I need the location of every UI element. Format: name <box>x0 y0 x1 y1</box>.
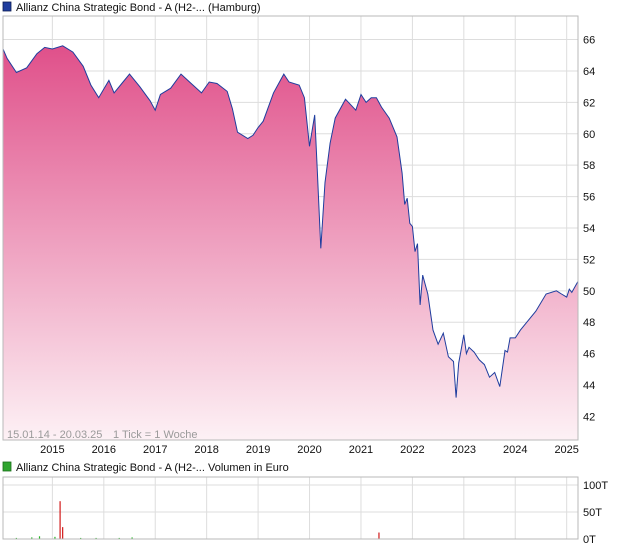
volume-y-tick: 50T <box>583 507 602 519</box>
price-x-tick: 2021 <box>349 444 373 456</box>
price-y-tick: 52 <box>583 254 595 266</box>
legend-swatch-volume <box>2 461 12 472</box>
legend-swatch-price <box>2 1 12 12</box>
volume-bar <box>118 537 120 539</box>
volume-bar <box>95 537 97 539</box>
footer-range: 15.01.14 - 20.03.25 <box>7 429 102 441</box>
price-x-tick: 2016 <box>92 444 116 456</box>
footer-tick: 1 Tick = 1 Woche <box>113 429 197 441</box>
price-y-tick: 58 <box>583 160 595 172</box>
volume-y-ticks: 100T 50T 0T <box>583 480 608 546</box>
price-y-tick: 44 <box>583 380 595 392</box>
legend-volume: Allianz China Strategic Bond - A (H2-...… <box>16 462 289 474</box>
price-y-tick: 56 <box>583 192 595 204</box>
volume-bar <box>54 536 56 539</box>
volume-bar <box>31 537 33 539</box>
price-y-tick: 64 <box>583 66 595 78</box>
legend-price: Allianz China Strategic Bond - A (H2-...… <box>16 2 261 14</box>
price-y-tick: 62 <box>583 97 595 109</box>
volume-bar <box>80 537 82 539</box>
volume-bar <box>131 537 133 539</box>
volume-bar <box>38 536 41 539</box>
price-y-tick: 66 <box>583 35 595 47</box>
price-x-tick: 2020 <box>297 444 321 456</box>
volume-bar <box>15 537 17 539</box>
price-area <box>3 45 578 441</box>
volume-grid <box>3 477 578 540</box>
price-x-tick: 2023 <box>452 444 476 456</box>
price-x-tick: 2018 <box>194 444 218 456</box>
volume-y-tick: 0T <box>583 534 596 546</box>
volume-bar <box>378 532 380 539</box>
volume-plot-frame <box>2 476 579 540</box>
price-panel: Allianz China Strategic Bond - A (H2-...… <box>2 1 595 456</box>
volume-panel: Allianz China Strategic Bond - A (H2-...… <box>2 461 608 546</box>
price-x-ticks: 2015 2016 2017 2018 2019 2020 2021 2022 2023 2024… <box>40 444 579 456</box>
volume-bar <box>62 527 64 539</box>
price-plot-frame <box>2 15 579 441</box>
price-y-tick: 46 <box>583 349 595 361</box>
price-x-tick: 2017 <box>143 444 167 456</box>
price-x-tick: 2025 <box>554 444 578 456</box>
price-y-tick: 50 <box>583 286 595 298</box>
price-y-tick: 48 <box>583 317 595 329</box>
price-x-tick: 2015 <box>40 444 64 456</box>
volume-y-tick: 100T <box>583 480 608 492</box>
price-y-tick: 42 <box>583 411 595 423</box>
price-x-tick: 2024 <box>503 444 527 456</box>
price-y-tick: 54 <box>583 223 595 235</box>
price-y-ticks: 66 64 62 60 58 56 54 52 50 48 46 44 42 <box>583 35 595 424</box>
price-line <box>2 45 579 398</box>
price-x-tick: 2022 <box>400 444 424 456</box>
volume-bar <box>59 501 61 539</box>
volume-bars <box>15 501 380 539</box>
price-y-tick: 60 <box>583 129 595 141</box>
price-x-tick: 2019 <box>246 444 270 456</box>
